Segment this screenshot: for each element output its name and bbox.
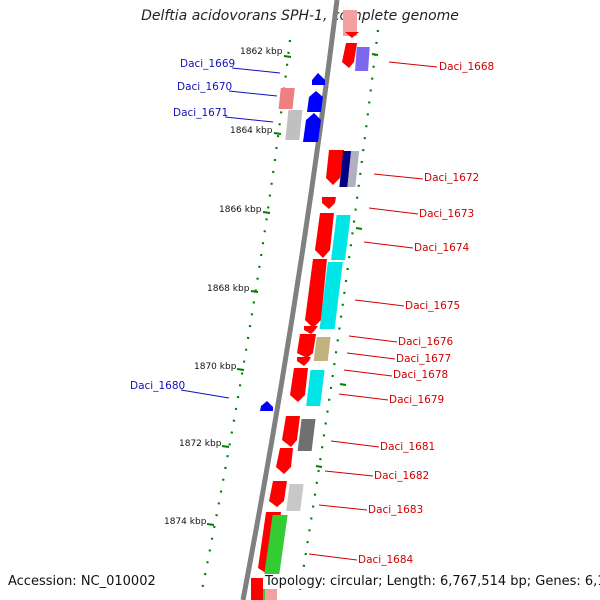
gene-label-daci-1668[interactable]: Daci_1668 [439, 61, 495, 73]
gene-daci-1673[interactable] [322, 197, 336, 209]
gene-daci-1676[interactable] [304, 326, 318, 334]
feature-navy-1672 [339, 151, 352, 187]
gene-daci-1677[interactable] [297, 334, 316, 358]
accession-text: Accession: NC_010002 [8, 574, 156, 589]
gene-daci-1671[interactable] [303, 113, 321, 142]
gene-label-daci-1681[interactable]: Daci_1681 [380, 441, 436, 453]
gene-label-daci-1672[interactable]: Daci_1672 [424, 172, 480, 184]
gene-daci-1680[interactable] [260, 401, 273, 411]
label-leaders [180, 61, 438, 561]
feature-khaki-1677 [313, 337, 331, 361]
gene-label-daci-1674[interactable]: Daci_1674 [414, 242, 470, 254]
tick-label: 1874 kbp [164, 517, 207, 527]
feature-grey-1681 [297, 419, 316, 451]
gene-label-daci-1678[interactable]: Daci_1678 [393, 369, 449, 381]
gene-daci-1674[interactable] [315, 213, 334, 258]
feature-bottom-red [251, 578, 263, 600]
feature-pink-1670 [278, 88, 295, 109]
reverse-strand-genes [260, 73, 325, 411]
map-title: Delftia acidovorans SPH-1, complete geno… [141, 8, 459, 24]
gene-daci-1672[interactable] [326, 150, 344, 185]
feature-top-tip [345, 32, 359, 38]
tick-label: 1868 kbp [207, 284, 250, 294]
tick-label: 1862 kbp [240, 47, 283, 57]
gene-label-daci-1680[interactable]: Daci_1680 [130, 380, 186, 392]
gene-label-daci-1676[interactable]: Daci_1676 [398, 336, 454, 348]
gene-label-daci-1675[interactable]: Daci_1675 [405, 300, 461, 312]
gene-daci-1682[interactable] [276, 448, 293, 474]
feature-grey-1683 [286, 484, 304, 511]
feature-pink-top [343, 10, 357, 36]
gene-daci-1668[interactable] [342, 43, 357, 68]
feature-cyan-1675 [319, 262, 343, 329]
feature-grey-1671 [285, 110, 303, 140]
tick-marks [206, 53, 379, 526]
gene-label-daci-1670[interactable]: Daci_1670 [177, 81, 233, 93]
feature-cyan-1674 [331, 215, 351, 260]
feature-purple-1668 [355, 47, 370, 71]
tick-label: 1872 kbp [179, 439, 222, 449]
gene-label-daci-1677[interactable]: Daci_1677 [396, 353, 452, 365]
tick-label: 1866 kbp [219, 205, 262, 215]
tick-label: 1864 kbp [230, 126, 273, 136]
gene-label-daci-1673[interactable]: Daci_1673 [419, 208, 475, 220]
tick-label: 1870 kbp [194, 362, 237, 372]
genome-backbone [240, 0, 340, 600]
gene-label-daci-1684[interactable]: Daci_1684 [358, 554, 414, 566]
gene-label-daci-1679[interactable]: Daci_1679 [389, 394, 445, 406]
feature-cyan-1679 [306, 370, 325, 406]
inner-dotted-ring [200, 39, 292, 591]
gene-label-daci-1671[interactable]: Daci_1671 [173, 107, 229, 119]
gene-daci-1678[interactable] [297, 357, 311, 366]
gene-daci-1679[interactable] [290, 368, 308, 402]
gene-daci-1670[interactable] [307, 91, 323, 112]
gene-label-daci-1669[interactable]: Daci_1669 [180, 58, 236, 70]
gene-daci-1669[interactable] [312, 73, 325, 85]
gene-label-daci-1683[interactable]: Daci_1683 [368, 504, 424, 516]
gene-label-daci-1682[interactable]: Daci_1682 [374, 470, 430, 482]
gene-daci-1675[interactable] [305, 259, 327, 328]
gene-daci-1681[interactable] [282, 416, 300, 447]
feature-grey-1672 [347, 151, 360, 187]
gene-daci-1683[interactable] [269, 481, 287, 507]
genome-summary-text: Topology: circular; Length: 6,767,514 bp… [263, 574, 600, 589]
